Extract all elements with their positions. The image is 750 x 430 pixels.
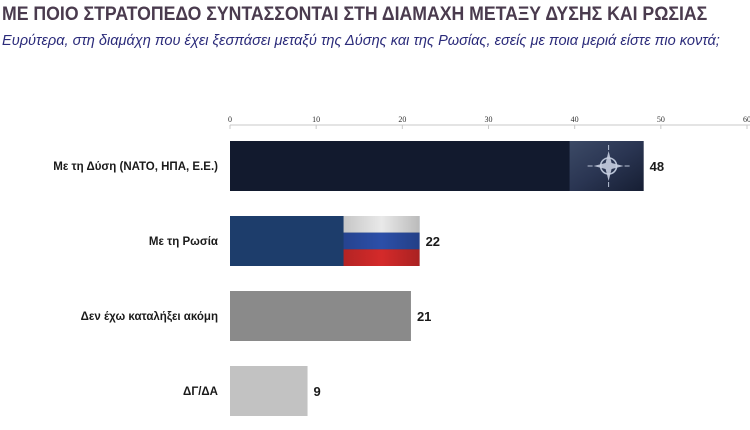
x-tick-label: 60 [743,115,750,124]
data-label: 48 [650,159,664,174]
category-label: Με τη Ρωσία [149,236,218,248]
x-tick-label: 40 [571,115,579,124]
x-tick-label: 20 [398,115,406,124]
data-label: 21 [417,309,431,324]
category-label: Δεν έχω καταλήξει ακόμη [81,311,218,323]
bar [230,291,411,341]
russia-flag-texture [343,216,420,266]
x-tick-label: 30 [485,115,493,124]
category-label: Με τη Δύση (ΝΑΤΟ, ΗΠΑ, Ε.Ε.) [53,161,218,173]
x-tick-label: 10 [312,115,320,124]
data-label: 22 [426,234,440,249]
x-tick-label: 50 [657,115,665,124]
bar [230,366,308,416]
chart-subtitle: Ευρύτερα, στη διαμάχη που έχει ξεσπάσει … [2,32,720,49]
chart-title: ΜΕ ΠΟΙΟ ΣΤΡΑΤΟΠΕΔΟ ΣΥΝΤΑΣΣΟΝΤΑΙ ΣΤΗ ΔΙΑΜ… [2,4,708,25]
category-label: ΔΓ/ΔΑ [183,386,218,398]
x-tick-label: 0 [228,115,232,124]
data-label: 9 [314,384,321,399]
nato-star [593,151,624,181]
